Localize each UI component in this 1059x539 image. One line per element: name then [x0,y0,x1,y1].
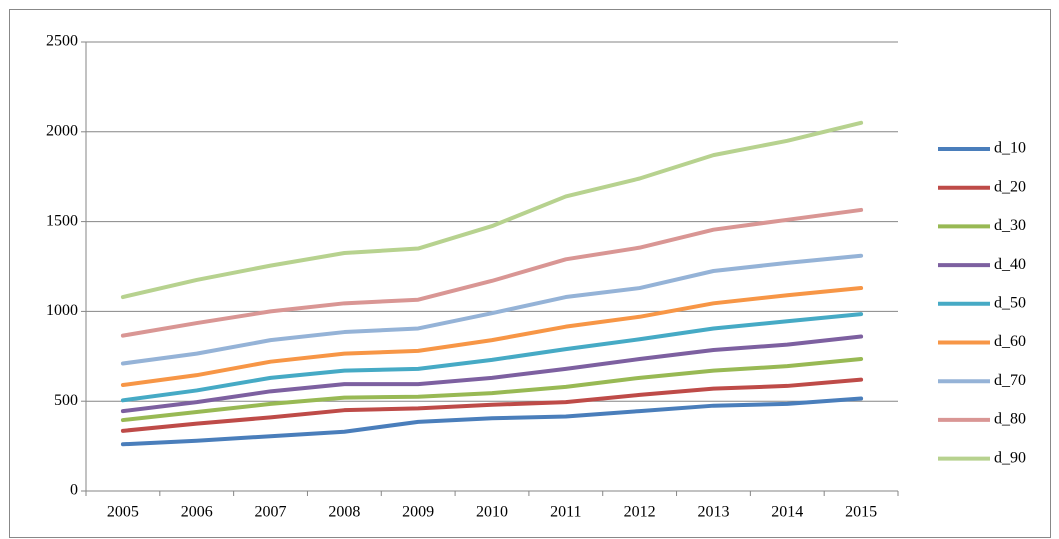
y-tick-label: 1500 [46,212,78,229]
x-tick-label: 2007 [255,504,287,521]
legend-label: d_70 [994,372,1026,389]
series-line [120,334,864,414]
y-tick-label: 500 [54,392,78,409]
x-tick-label: 2009 [402,504,434,521]
legend-label: d_80 [994,411,1026,428]
legend-label: d_20 [994,178,1026,195]
y-tick-label: 1000 [46,302,78,319]
x-tick-label: 2006 [181,504,213,521]
legend-label: d_90 [994,449,1026,466]
y-tick-label: 0 [70,482,78,499]
x-tick-label: 2012 [624,504,656,521]
series-line [120,253,864,366]
y-tick-label: 2500 [46,33,78,50]
series-line [120,286,864,388]
legend-label: d_40 [994,256,1026,273]
legend-label: d_50 [994,294,1026,311]
x-tick-label: 2015 [845,504,877,521]
x-tick-label: 2008 [328,504,360,521]
series-line [120,396,864,447]
x-tick-label: 2014 [771,504,803,521]
y-tick-label: 2000 [46,122,78,139]
series-line [120,312,864,403]
series-line [120,356,864,423]
x-tick-label: 2013 [697,504,729,521]
legend-label: d_10 [994,140,1026,157]
x-tick-label: 2005 [107,504,139,521]
x-tick-label: 2011 [550,504,581,521]
legend-label: d_30 [994,217,1026,234]
x-tick-label: 2010 [476,504,508,521]
legend-label: d_60 [994,333,1026,350]
series-line [120,377,864,433]
chart-frame [9,9,1051,538]
series-line [120,120,864,300]
series-line [120,207,864,338]
